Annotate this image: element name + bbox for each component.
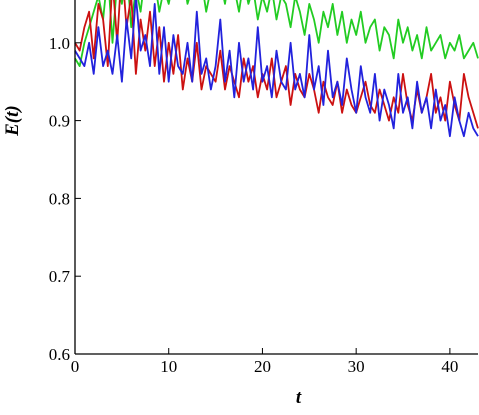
series-green-line bbox=[74, 0, 479, 67]
y-tick-label: 0.8 bbox=[49, 189, 70, 208]
y-ticks: 0.60.70.80.91.01.1 bbox=[49, 34, 81, 364]
x-tick-label: 10 bbox=[160, 357, 177, 376]
y-tick-label: 0.9 bbox=[49, 112, 70, 131]
x-ticks: 0 10 20 30 40 bbox=[71, 348, 458, 376]
x-axis-label: t bbox=[296, 387, 302, 408]
x-tick-label: 0 bbox=[71, 357, 80, 376]
y-tick-label: 0.7 bbox=[49, 267, 71, 286]
y-tick-label: 0.6 bbox=[49, 345, 70, 364]
x-tick-label: 40 bbox=[441, 357, 458, 376]
y-axis-label: E(t) bbox=[2, 105, 23, 137]
series-blue-line bbox=[74, 0, 479, 138]
x-tick-label: 20 bbox=[254, 357, 271, 376]
plot-lines bbox=[74, 0, 479, 138]
x-tick-label: 30 bbox=[348, 357, 365, 376]
y-tick-label: 1.0 bbox=[49, 34, 70, 53]
